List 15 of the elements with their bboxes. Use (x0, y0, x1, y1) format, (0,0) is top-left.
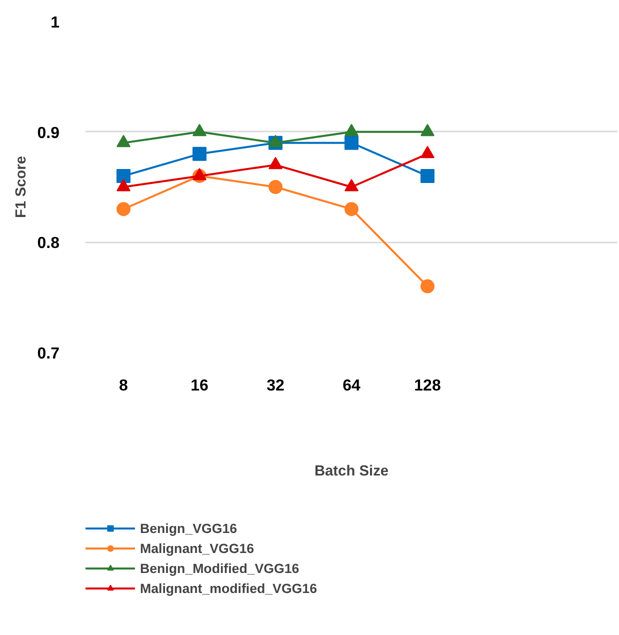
y-tick-label: 0.7 (37, 346, 60, 362)
legend-label: Malignant_modified_VGG16 (140, 580, 318, 596)
x-tick-label: 64 (342, 378, 360, 394)
y-tick-label: 0.9 (37, 124, 60, 142)
x-tick-label: 8 (119, 378, 128, 394)
y-tick-label: 1 (50, 14, 60, 32)
y-tick-label: 0.8 (37, 235, 60, 252)
legend-label: Benign_VGG16 (140, 520, 238, 536)
legend-label: Malignant_VGG16 (140, 540, 254, 556)
legend-label: Benign_Modified_VGG16 (140, 560, 300, 576)
x-tick-label: 16 (190, 378, 208, 394)
x-tick-label: 32 (266, 378, 284, 394)
y-axis-title: F1 Score (13, 156, 30, 218)
x-tick-label: 128 (414, 378, 441, 394)
x-axis-title: Batch Size (314, 464, 389, 480)
